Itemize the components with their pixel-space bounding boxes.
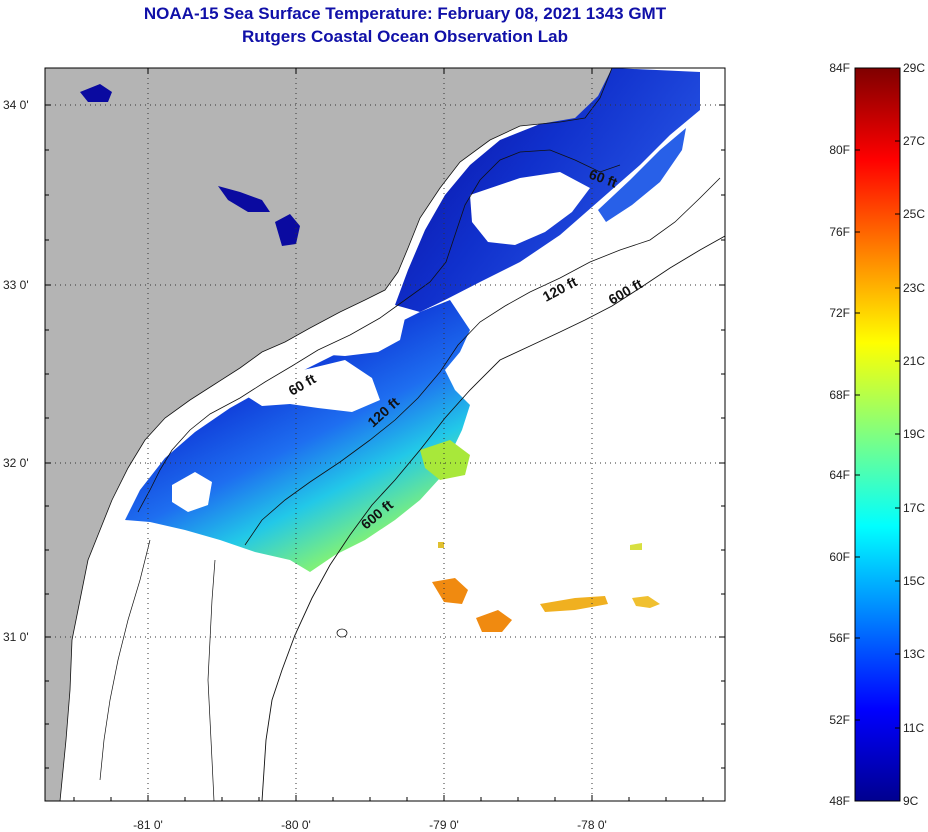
isobath-600ft [261, 235, 725, 801]
colorbar-c-label: 13C [903, 647, 925, 661]
sst-warm-patch [632, 596, 660, 608]
colorbar-c-label: 17C [903, 501, 925, 515]
map-frame [44, 67, 726, 802]
land-mass [45, 68, 612, 801]
colorbar-gradient [855, 68, 900, 801]
colorbar-f-label: 48F [829, 794, 850, 808]
map-area [45, 68, 725, 801]
isobath-inner-south [207, 559, 216, 801]
sst-patch [80, 84, 112, 102]
sst-patch [218, 186, 270, 212]
colorbar-f-label: 68F [829, 388, 850, 402]
colorbar: 84F 80F 76F 72F 68F 64F 60F 56F 52F 48F … [829, 61, 925, 808]
map-subtitle: Rutgers Coastal Ocean Observation Lab [242, 27, 568, 46]
colorbar-ticks [855, 67, 900, 802]
sst-patch [598, 128, 686, 222]
isobath-120ft [244, 177, 721, 546]
lat-label: 33 0' [3, 278, 29, 292]
lon-label: -81 0' [133, 818, 163, 832]
cloud-gap [240, 360, 380, 412]
sst-patch [275, 214, 300, 246]
isobath-60ft [137, 149, 621, 513]
sst-swath-main [125, 300, 470, 572]
colorbar-f-label: 60F [829, 550, 850, 564]
colorbar-c-label: 9C [903, 794, 919, 808]
colorbar-f-label: 76F [829, 225, 850, 239]
graticule [45, 68, 725, 801]
sst-warm-patch [438, 542, 444, 548]
lat-label: 31 0' [3, 630, 29, 644]
colorbar-f-label: 84F [829, 61, 850, 75]
cloud-gap [172, 472, 212, 512]
contour-ring [336, 628, 348, 638]
sst-warm-patch [540, 596, 608, 612]
lat-label: 32 0' [3, 456, 29, 470]
colorbar-c-label: 11C [903, 721, 924, 735]
lon-label: -79 0' [429, 818, 459, 832]
colorbar-c-label: 29C [903, 61, 925, 75]
sst-warm-patch [630, 543, 642, 550]
colorbar-c-label: 27C [903, 134, 925, 148]
colorbar-c-label: 23C [903, 281, 925, 295]
sst-warm-patch [432, 578, 468, 604]
colorbar-f-label: 56F [829, 631, 850, 645]
colorbar-f-label: 72F [829, 306, 850, 320]
coastline [59, 68, 613, 801]
colorbar-c-label: 21C [903, 354, 925, 368]
isobath-inner-south [99, 539, 151, 781]
lon-label: -78 0' [577, 818, 607, 832]
axis-ticks [45, 68, 725, 801]
lon-label: -80 0' [281, 818, 311, 832]
sst-warm-patch [420, 440, 470, 480]
colorbar-c-label: 19C [903, 427, 925, 441]
sst-warm-patch [476, 610, 512, 632]
colorbar-f-label: 80F [829, 143, 850, 157]
colorbar-f-label: 64F [829, 468, 850, 482]
colorbar-c-label: 25C [903, 207, 925, 221]
map-title: NOAA-15 Sea Surface Temperature: Februar… [143, 4, 667, 23]
colorbar-f-label: 52F [829, 713, 850, 727]
colorbar-c-label: 15C [903, 574, 925, 588]
lat-label: 34 0' [3, 98, 29, 112]
cloud-gap [470, 172, 590, 245]
